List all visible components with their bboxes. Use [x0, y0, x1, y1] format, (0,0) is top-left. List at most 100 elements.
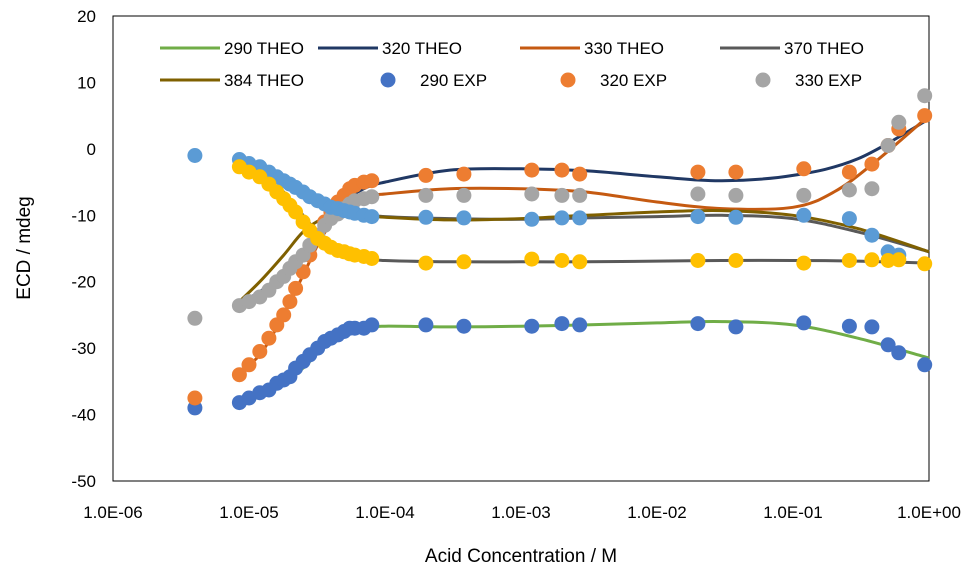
data-point — [187, 390, 203, 406]
data-point — [524, 211, 540, 227]
data-point — [864, 156, 880, 172]
data-point — [917, 256, 933, 272]
data-point — [572, 187, 588, 203]
y-tick-label: -20 — [71, 273, 96, 292]
x-tick-label: 1.0E-03 — [491, 503, 551, 522]
x-tick-label: 1.0E+00 — [897, 503, 961, 522]
legend-label: 290 THEO — [224, 39, 304, 58]
data-point — [572, 254, 588, 270]
data-point — [282, 294, 298, 310]
x-tick-label: 1.0E-06 — [83, 503, 143, 522]
data-point — [418, 187, 434, 203]
data-point — [554, 210, 570, 226]
legend-label: 290 EXP — [420, 71, 487, 90]
data-point — [554, 253, 570, 268]
legend-label: 370 THEO — [784, 39, 864, 58]
data-point — [891, 114, 907, 130]
y-axis-ticks: 20 10 0 -10 -20 -30 -40 -50 — [71, 7, 96, 491]
data-point — [891, 345, 907, 361]
legend-label: 330 EXP — [795, 71, 862, 90]
data-point — [364, 251, 380, 266]
data-point — [796, 315, 812, 331]
data-point — [241, 357, 257, 373]
data-point — [864, 181, 880, 197]
data-point — [554, 187, 570, 203]
y-tick-label: -40 — [71, 406, 96, 425]
data-point — [880, 138, 896, 153]
legend-label: 384 THEO — [224, 71, 304, 90]
data-point — [364, 317, 380, 333]
y-tick-label: -10 — [71, 206, 96, 225]
data-point — [364, 173, 380, 189]
data-point — [864, 319, 880, 335]
data-point — [572, 317, 588, 333]
data-point — [880, 337, 896, 353]
y-tick-label: -50 — [71, 472, 96, 491]
data-point — [841, 211, 857, 227]
data-point — [796, 207, 812, 223]
data-point — [572, 166, 588, 182]
data-point — [252, 344, 268, 359]
data-point — [690, 316, 706, 332]
data-point — [728, 319, 744, 335]
data-point — [456, 254, 472, 270]
data-point — [418, 167, 434, 183]
data-point — [187, 148, 203, 163]
data-point — [554, 162, 570, 178]
x-axis-title: Acid Concentration / M — [425, 546, 617, 567]
data-point — [841, 318, 857, 334]
data-point — [524, 186, 540, 202]
data-point — [728, 187, 744, 203]
data-point — [456, 166, 472, 182]
y-tick-label: -30 — [71, 339, 96, 358]
data-point — [841, 253, 857, 268]
legend-label: 320 EXP — [600, 71, 667, 90]
data-point — [572, 210, 588, 226]
data-point — [690, 209, 706, 225]
data-point — [524, 318, 540, 334]
data-point — [917, 88, 933, 104]
y-axis-title: ECD / mdeg — [14, 196, 35, 299]
data-point — [456, 318, 472, 334]
x-tick-label: 1.0E-01 — [763, 503, 823, 522]
y-tick-label: 0 — [87, 140, 96, 159]
data-point — [261, 330, 277, 346]
legend-marker-swatch — [380, 72, 396, 88]
data-point — [690, 164, 706, 180]
x-axis-ticks: 1.0E-06 1.0E-05 1.0E-04 1.0E-03 1.0E-02 1.0E-… — [83, 503, 961, 522]
y-tick-label: 20 — [77, 7, 96, 26]
data-point — [364, 209, 380, 225]
data-point — [187, 310, 203, 326]
data-point — [728, 164, 744, 180]
data-point — [841, 164, 857, 180]
data-point — [864, 227, 880, 243]
x-tick-label: 1.0E-05 — [219, 503, 279, 522]
data-point — [841, 182, 857, 198]
legend-label: 330 THEO — [584, 39, 664, 58]
x-tick-label: 1.0E-02 — [627, 503, 687, 522]
legend: 290 THEO 320 THEO 330 THEO 370 THEO 384 THEO… — [160, 39, 864, 90]
data-point — [880, 253, 896, 268]
data-point — [864, 252, 880, 268]
data-point — [796, 187, 812, 203]
data-point — [364, 189, 380, 205]
y-tick-label: 10 — [77, 73, 96, 92]
data-point — [796, 255, 812, 271]
data-point — [728, 209, 744, 225]
data-point — [554, 316, 570, 332]
legend-label: 320 THEO — [382, 39, 462, 58]
data-point — [418, 209, 434, 225]
data-point — [690, 253, 706, 268]
data-point — [728, 253, 744, 268]
data-point — [524, 162, 540, 178]
data-point — [796, 161, 812, 177]
data-point — [231, 367, 247, 383]
series-layer — [187, 88, 933, 416]
data-point — [917, 357, 933, 373]
data-point — [456, 187, 472, 203]
legend-marker-swatch — [560, 72, 576, 88]
series-line — [234, 208, 930, 307]
data-point — [690, 186, 706, 202]
legend-marker-swatch — [755, 72, 771, 88]
